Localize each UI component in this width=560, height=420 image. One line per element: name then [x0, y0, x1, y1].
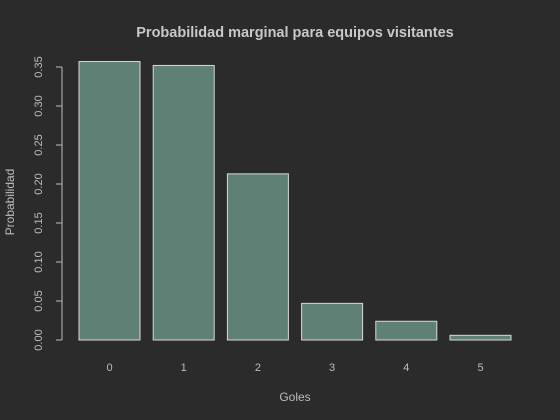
bar-0 — [78, 61, 141, 341]
y-tick-label: 0.35 — [33, 56, 45, 77]
x-tick-labels: 0 1 2 3 4 5 — [106, 362, 483, 374]
y-tick-label: 0.00 — [33, 329, 45, 350]
y-tick-label: 0.15 — [33, 212, 45, 233]
x-tick-label: 2 — [255, 362, 261, 374]
x-axis-label: Goles — [279, 390, 310, 404]
y-tick-label: 0.25 — [33, 134, 45, 155]
x-tick-label: 5 — [477, 362, 483, 374]
y-tick-label: 0.05 — [33, 290, 45, 311]
bar-4 — [375, 320, 438, 341]
x-tick-label: 3 — [329, 362, 335, 374]
x-tick-label: 0 — [106, 362, 112, 374]
y-ticks: 0.00 0.05 0.10 0.15 0.20 0.25 0.30 0.35 — [33, 56, 62, 351]
y-tick-label: 0.20 — [33, 173, 45, 194]
x-tick-label: 1 — [181, 362, 187, 374]
bars — [78, 61, 512, 341]
y-axis-label: Probabilidad — [3, 169, 17, 236]
bar-1 — [152, 64, 215, 341]
bar-5 — [449, 334, 512, 341]
y-tick-label: 0.10 — [33, 251, 45, 272]
y-tick-label: 0.30 — [33, 95, 45, 116]
chart-title: Probabilidad marginal para equipos visit… — [136, 25, 453, 41]
x-tick-label: 4 — [403, 362, 409, 374]
bar-2 — [226, 173, 289, 341]
bar-3 — [301, 302, 364, 341]
